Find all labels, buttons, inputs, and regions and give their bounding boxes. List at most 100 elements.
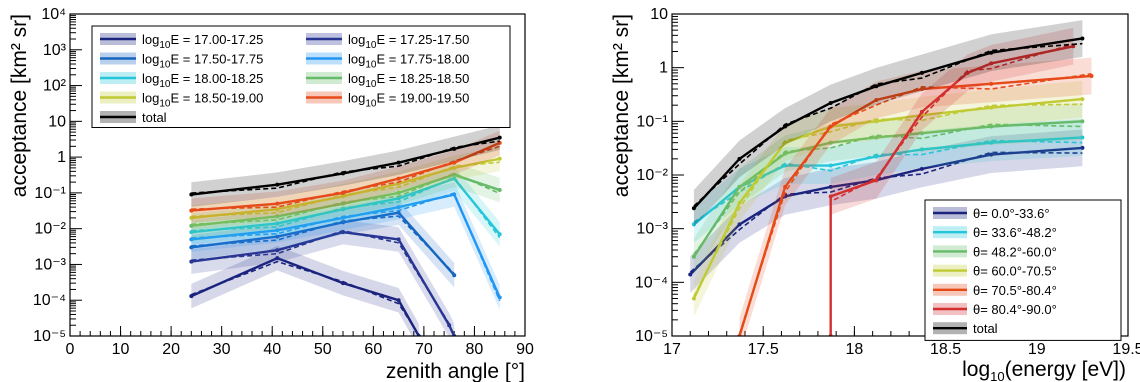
data-point [783, 124, 788, 129]
legend-label-part: log [142, 91, 159, 106]
y-tick-label: 1 [659, 60, 668, 77]
data-point [497, 188, 502, 193]
x-axis-title-part: (energy [eV]) [1005, 358, 1126, 381]
data-point [452, 160, 457, 165]
data-point [341, 230, 345, 235]
x-tick-label: 18.5 [930, 341, 961, 358]
data-point [396, 190, 401, 195]
data-point [828, 100, 833, 105]
x-tick-label: 90 [516, 341, 534, 358]
series-band [693, 102, 1083, 276]
data-point [828, 163, 833, 168]
data-point [1080, 119, 1085, 124]
series-line [693, 37, 1083, 210]
data-point [1089, 73, 1094, 78]
legend-label-part: E = 17.00-17.25 [170, 32, 263, 47]
data-point [691, 296, 696, 301]
y-tick-label: 10⁴ [41, 6, 66, 23]
legend-label-part: E = 17.75-18.00 [376, 52, 469, 67]
y-tick-label: 10⁻² [636, 167, 668, 184]
legend-label-sub: 10 [365, 40, 377, 51]
data-point [1080, 36, 1085, 41]
legend-label-sub: 10 [159, 60, 171, 71]
data-point [497, 232, 502, 237]
legend-label: log10E = 17.00-17.25 [142, 32, 263, 51]
plot-area [688, 20, 1094, 336]
y-axis-title: acceptance [km² sr] [8, 14, 31, 197]
data-point [497, 135, 502, 140]
data-point [189, 245, 194, 250]
x-tick-label: 70 [415, 341, 433, 358]
legend-label-part: log [142, 32, 159, 47]
data-point [874, 135, 879, 140]
legend-label-part: E = 17.50-17.75 [170, 52, 263, 67]
x-axis-title-sub: 10 [990, 369, 1004, 382]
legend: θ= 0.0°-33.6° θ= 33.6°-48.2° θ= 48.2°-60.0… [924, 199, 1122, 341]
data-point [396, 205, 401, 210]
series-dashed-line [738, 72, 1092, 335]
data-point [189, 237, 194, 242]
series-band [191, 130, 500, 223]
x-axis-title-part: log [962, 358, 990, 381]
x-tick-label: 30 [213, 341, 231, 358]
x-axis-title: zenith angle [°] [386, 360, 525, 382]
y-tick-label: 10⁻⁴ [33, 292, 66, 309]
data-point [452, 146, 457, 151]
data-point [989, 140, 994, 145]
data-point [452, 273, 457, 278]
y-tick-label: 10⁻³ [34, 256, 66, 273]
x-tick-label: 20 [162, 341, 180, 358]
data-point [688, 272, 693, 277]
y-tick-label: 1 [57, 149, 66, 166]
y-tick-label: 10⁻⁵ [635, 328, 668, 345]
data-point [452, 176, 457, 181]
y-tick-label: 10⁻⁵ [33, 328, 66, 345]
data-point [919, 109, 924, 114]
legend: log10E = 17.00-17.25 log10E = 17.25-17.50… [91, 25, 511, 128]
data-point [341, 220, 345, 225]
series-band [191, 200, 455, 288]
data-point [189, 223, 194, 228]
data-point [965, 70, 970, 75]
data-point [1080, 97, 1085, 102]
data-point [452, 192, 457, 197]
legend-label-part: log [348, 71, 365, 86]
x-tick-label: 40 [263, 341, 281, 358]
series-line [692, 120, 1083, 258]
data-point [874, 154, 879, 159]
x-tick-label: 19 [1028, 341, 1046, 358]
data-point [452, 165, 457, 170]
series-line [191, 177, 501, 235]
legend-label: log10E = 17.25-17.50 [348, 32, 469, 51]
data-point [447, 323, 452, 328]
legend-label-sub: 10 [159, 40, 171, 51]
data-point [396, 210, 401, 215]
series-band [191, 219, 455, 336]
legend-label-part: E = 17.25-17.50 [376, 32, 469, 47]
series-line [693, 136, 1083, 226]
legend-label: log10E = 18.50-19.00 [142, 91, 263, 110]
data-point [691, 254, 696, 259]
legend-label-part: log [348, 32, 365, 47]
x-tick-label: 17 [663, 341, 681, 358]
series-line [191, 157, 500, 220]
series-line [191, 136, 501, 196]
data-point [828, 124, 833, 129]
data-point [783, 184, 788, 189]
x-tick-label: 19.5 [1112, 341, 1140, 358]
series-line [191, 141, 501, 212]
data-point [275, 248, 280, 253]
legend-label-sub: 10 [159, 79, 171, 90]
data-point [989, 124, 994, 129]
data-point [396, 298, 401, 303]
legend-label-part: log [142, 52, 159, 67]
y-tick-label: 10⁻² [34, 221, 66, 238]
data-point [989, 152, 994, 157]
legend-label-part: total [142, 110, 167, 125]
data-point [828, 194, 833, 199]
data-point [189, 208, 194, 213]
y-tick-label: 10⁻³ [636, 221, 668, 238]
data-point [396, 196, 401, 201]
x-tick-label: 17.5 [748, 341, 779, 358]
